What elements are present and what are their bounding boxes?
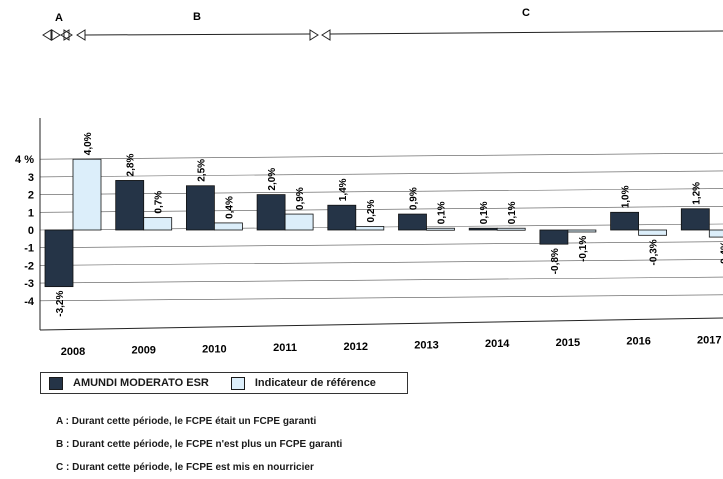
- gridline: [39, 170, 723, 178]
- bar-benchmark-2011: [284, 213, 314, 231]
- period-line-b: [84, 33, 311, 36]
- period-letter-c: C: [522, 7, 530, 19]
- x-tick-label-2010: 2010: [202, 343, 226, 355]
- period-arrow-left: [76, 29, 86, 41]
- y-tick-label: 0: [28, 225, 34, 237]
- bar-benchmark-2012: [355, 226, 385, 231]
- bar-fund-2015: [539, 229, 569, 245]
- period-arrow-right: [63, 29, 73, 41]
- data-label-benchmark-2011: 0,9%: [295, 187, 306, 210]
- y-tick-label: -1: [24, 243, 34, 255]
- legend: AMUNDI MODERATO ESR Indicateur de référe…: [40, 372, 408, 394]
- y-tick-label: 2: [28, 190, 34, 202]
- legend-item-benchmark: Indicateur de référence: [230, 376, 376, 390]
- note-a: A : Durant cette période, le FCPE était …: [56, 416, 317, 427]
- x-tick-label-2015: 2015: [556, 337, 580, 349]
- gridline: [39, 241, 723, 248]
- x-tick-label-2016: 2016: [626, 336, 650, 348]
- data-label-benchmark-2010: 0,4%: [224, 196, 235, 219]
- period-line-c: [329, 30, 723, 35]
- period-arrow-left: [321, 29, 331, 41]
- bar-fund-2014: [468, 227, 498, 231]
- legend-label-fund: AMUNDI MODERATO ESR: [73, 377, 209, 389]
- period-notes: A : Durant cette période, le FCPE était …: [56, 410, 342, 479]
- bar-fund-2011: [256, 194, 286, 231]
- gridline: [39, 188, 723, 195]
- bar-fund-2012: [327, 204, 357, 231]
- x-tick-label-2009: 2009: [131, 345, 155, 357]
- data-label-benchmark-2017: -0,4%: [719, 241, 723, 267]
- data-label-fund-2015: -0,8%: [550, 248, 561, 274]
- bar-benchmark-2014: [496, 227, 526, 231]
- bar-benchmark-2016: [638, 229, 667, 236]
- legend-swatch-benchmark: [230, 376, 245, 390]
- x-tick-label-2008: 2008: [61, 346, 85, 358]
- x-axis: [39, 317, 723, 331]
- legend-label-benchmark: Indicateur de référence: [254, 377, 376, 389]
- y-tick-label: -2: [24, 260, 34, 272]
- gridline: [39, 276, 723, 284]
- bar-fund-2009: [115, 180, 145, 231]
- period-arrow-left: [60, 29, 70, 41]
- bar-fund-2013: [398, 213, 427, 231]
- x-tick-label-2013: 2013: [414, 340, 438, 352]
- bar-fund-2016: [610, 211, 639, 231]
- period-letter-a: A: [55, 12, 63, 24]
- note-b: B : Durant cette période, le FCPE n'est …: [56, 439, 343, 450]
- gridline: [39, 294, 723, 302]
- data-label-benchmark-2013: 0,1%: [437, 201, 448, 224]
- period-arrow-right: [309, 29, 319, 41]
- bar-fund-2008: [44, 229, 74, 288]
- data-label-fund-2016: 1,0%: [621, 185, 632, 208]
- data-label-benchmark-2015: -0,1%: [578, 236, 589, 262]
- gridline: [39, 152, 723, 160]
- y-tick-label: 3: [28, 172, 34, 184]
- period-arrow-right: [51, 29, 61, 41]
- x-tick-label-2012: 2012: [344, 341, 368, 353]
- data-label-fund-2014: 0,1%: [479, 201, 490, 224]
- period-bar: A B C: [42, 7, 723, 41]
- y-tick-label: 1: [28, 207, 34, 219]
- x-tick-label-2017: 2017: [697, 334, 721, 346]
- bars: [44, 158, 723, 288]
- bar-fund-2017: [680, 208, 710, 231]
- data-label-fund-2008: -3,2%: [55, 291, 66, 317]
- data-label-fund-2012: 1,4%: [338, 178, 349, 201]
- data-label-benchmark-2016: -0,3%: [649, 239, 660, 265]
- data-label-fund-2011: 2,0%: [267, 168, 278, 191]
- bar-benchmark-2010: [213, 222, 243, 231]
- bar-benchmark-2008: [72, 158, 102, 231]
- data-label-benchmark-2008: 4,0%: [83, 132, 94, 155]
- bar-benchmark-2013: [426, 227, 455, 231]
- data-label-fund-2009: 2,8%: [126, 154, 137, 177]
- y-tick-label: -4: [24, 296, 35, 308]
- y-tick-label: -3: [24, 278, 34, 290]
- gridline: [39, 259, 723, 266]
- gridline: [39, 206, 723, 213]
- data-labels: -3,2% 4,0% 2,8% 0,7% 2,5% 0,4% 2,0% 0,9% 1,4% 0,2…: [55, 132, 723, 316]
- x-tick-label-2014: 2014: [485, 338, 510, 350]
- x-tick-label-2011: 2011: [273, 342, 297, 354]
- period-arrow-left: [42, 29, 52, 41]
- data-label-fund-2017: 1,2%: [691, 182, 702, 205]
- bar-benchmark-2009: [143, 217, 173, 231]
- bar-fund-2010: [185, 185, 215, 231]
- data-label-fund-2013: 0,9%: [409, 187, 420, 210]
- y-tick-label: 4 %: [15, 154, 34, 166]
- data-label-benchmark-2012: 0,2%: [366, 200, 377, 223]
- bar-benchmark-2017: [708, 229, 723, 238]
- axes: 4 % 3 2 1 0 -1 -2 -3 -4 2008 2009 2010 2011 2012 2013 2…: [15, 118, 723, 358]
- bar-benchmark-2015: [567, 229, 597, 233]
- legend-item-fund: AMUNDI MODERATO ESR: [49, 376, 209, 390]
- note-c: C : Durant cette période, le FCPE est mi…: [56, 462, 314, 473]
- data-label-fund-2010: 2,5%: [196, 159, 207, 182]
- data-label-benchmark-2009: 0,7%: [154, 191, 165, 214]
- data-label-benchmark-2014: 0,1%: [507, 201, 518, 224]
- period-letter-b: B: [193, 11, 201, 23]
- legend-swatch-fund: [49, 376, 63, 390]
